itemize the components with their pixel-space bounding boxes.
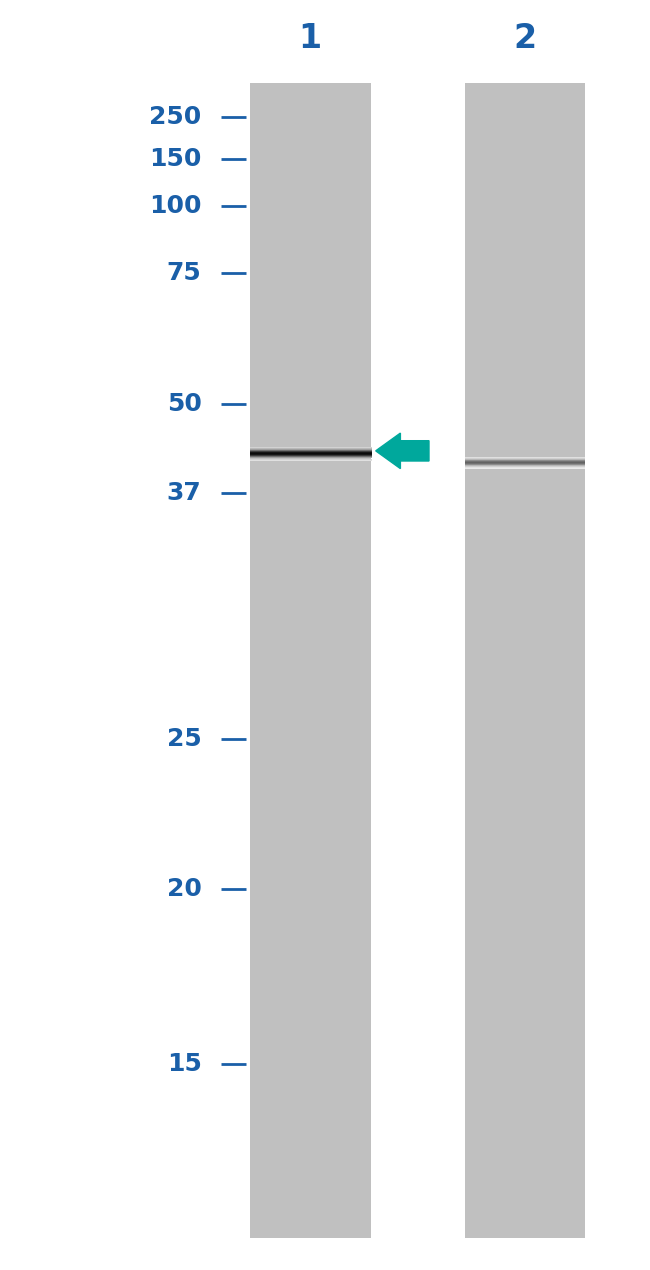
Text: 15: 15	[166, 1053, 202, 1076]
Text: 100: 100	[149, 194, 202, 217]
Text: 1: 1	[298, 22, 322, 55]
Text: 150: 150	[149, 147, 202, 170]
Text: 75: 75	[167, 262, 202, 284]
Text: 20: 20	[166, 878, 202, 900]
FancyArrow shape	[376, 433, 429, 469]
Text: 2: 2	[514, 22, 537, 55]
Text: 50: 50	[166, 392, 202, 415]
Text: 37: 37	[167, 481, 202, 504]
Bar	[465, 83, 585, 1238]
Text: 250: 250	[150, 105, 202, 128]
Text: 25: 25	[167, 728, 202, 751]
Bar	[250, 83, 370, 1238]
